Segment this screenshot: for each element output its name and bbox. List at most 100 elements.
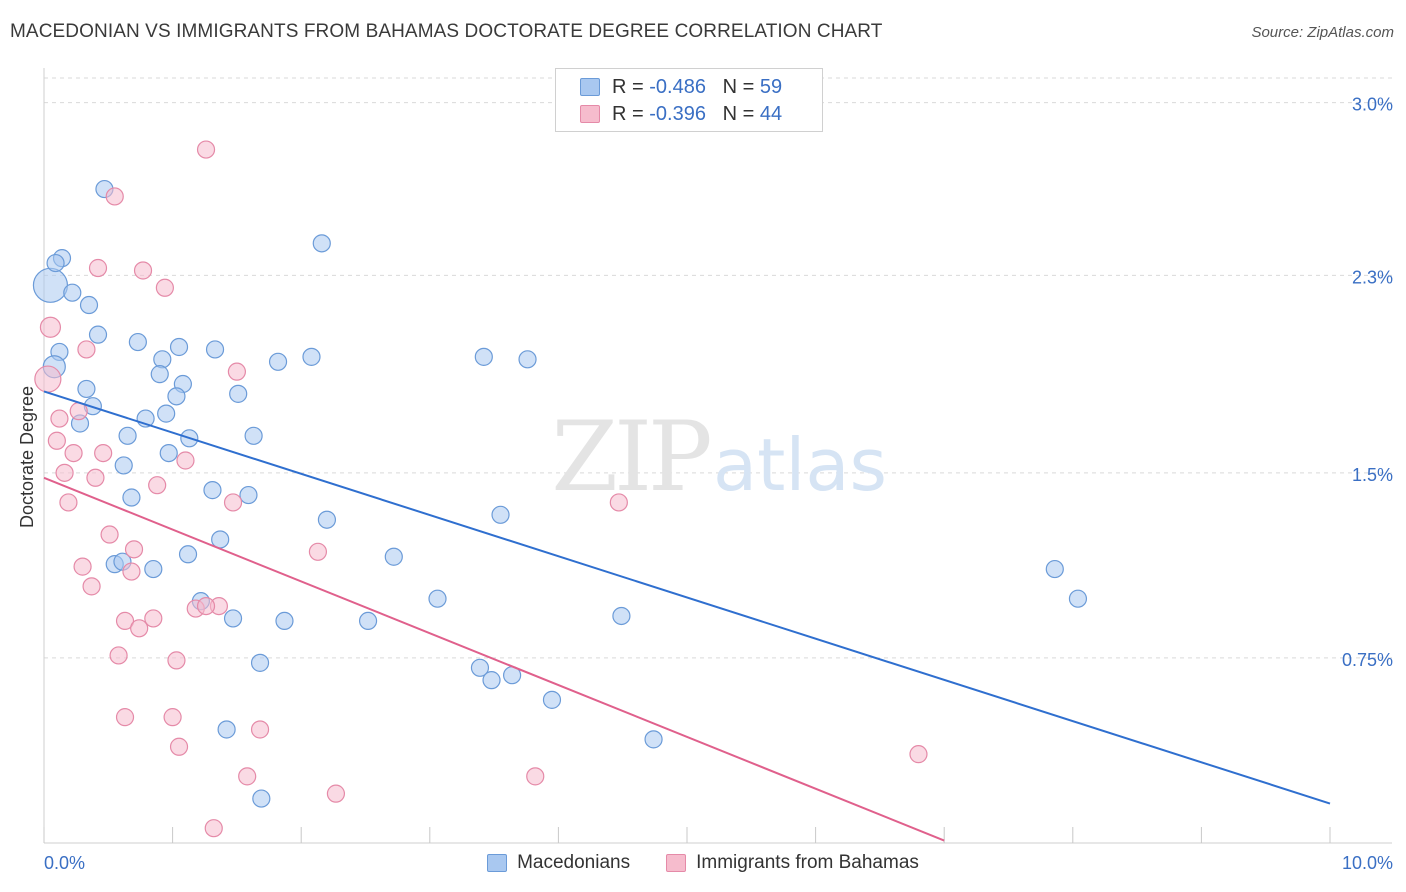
macedonian-point	[482, 671, 501, 690]
bahamas-point	[196, 140, 216, 159]
macedonian-point	[217, 720, 236, 739]
bahamas-point	[73, 557, 92, 576]
macedonian-point	[644, 730, 663, 749]
bahamas-trendline	[43, 476, 945, 842]
macedonian-point	[384, 547, 403, 566]
macedonian-point	[169, 337, 189, 357]
bahamas-point	[223, 493, 243, 512]
bahamas-point	[169, 737, 189, 756]
bahamas-point	[50, 409, 69, 428]
chart-title: MACEDONIAN VS IMMIGRANTS FROM BAHAMAS DO…	[10, 21, 883, 42]
bahamas-point	[227, 362, 246, 381]
bahamas-point	[55, 463, 74, 482]
macedonian-point	[88, 325, 108, 344]
macedonian-point	[223, 609, 243, 628]
y-axis-label: Doctorate Degree	[17, 386, 37, 528]
source-label: Source: ZipAtlas.com	[1251, 24, 1394, 41]
bahamas-point	[100, 525, 119, 544]
bahamas-point	[64, 443, 83, 463]
bahamas-point	[609, 493, 628, 512]
legend-item-bahamas[interactable]: Immigrants from Bahamas	[666, 852, 919, 874]
legend-r-value: -0.396	[649, 102, 706, 125]
macedonian-point	[203, 481, 222, 500]
macedonian-point	[229, 384, 248, 403]
grid-layer	[44, 77, 1392, 659]
macedonian-point	[77, 379, 96, 399]
macedonian-point	[491, 505, 510, 524]
legend-swatch-pink	[580, 105, 600, 123]
macedonian-point	[1045, 559, 1064, 579]
bahamas-point	[308, 542, 328, 561]
trend-layer	[43, 390, 1331, 842]
macedonian-point	[244, 426, 263, 445]
y-tick-label: 1.5%	[1352, 465, 1393, 485]
macedonian-point	[275, 611, 294, 631]
bahamas-point	[196, 596, 216, 616]
bahamas-point	[109, 646, 128, 665]
legend-item-macedonians[interactable]: Macedonians	[487, 852, 630, 874]
macedonian-point	[159, 443, 178, 463]
x-tick-label: 0.0%	[44, 853, 85, 873]
macedonian-point	[178, 545, 198, 564]
bahamas-point	[77, 340, 96, 359]
macedonian-point	[474, 347, 493, 366]
y-tick-label: 3.0%	[1352, 95, 1393, 115]
macedonian-point	[150, 365, 169, 384]
bahamas-point	[909, 745, 928, 764]
legend-n-label: N =	[722, 102, 755, 125]
legend-n-label: N =	[722, 75, 755, 98]
axis-layer: 0.75% 1.5% 2.3% 3.0% 0.0% 10.0%	[43, 68, 1393, 873]
macedonian-point	[312, 234, 331, 253]
bahamas-point	[34, 365, 62, 393]
macedonian-point	[122, 488, 141, 507]
bahamas-point	[105, 187, 124, 206]
y-tick-label: 2.3%	[1352, 267, 1393, 287]
x-tick-label: 10.0%	[1342, 853, 1393, 873]
bahamas-point	[94, 443, 113, 463]
bahamas-point	[144, 609, 163, 628]
macedonian-point	[1068, 589, 1088, 608]
bahamas-point	[526, 767, 545, 786]
legend-n-value: 44	[759, 102, 783, 125]
bahamas-point	[133, 261, 153, 280]
bahamas-point	[130, 619, 149, 638]
watermark: ZIP atlas	[551, 401, 887, 513]
watermark-zip: ZIP	[551, 401, 710, 513]
legend-row-bahamas: R = -0.396 N = 44	[580, 102, 782, 126]
macedonian-point	[144, 559, 163, 579]
macedonian-point	[46, 253, 65, 273]
bahamas-point	[155, 278, 174, 297]
macedonian-point	[358, 611, 378, 631]
macedonian-point	[428, 589, 447, 608]
legend-swatch-blue	[580, 78, 600, 96]
macedonian-point	[118, 426, 137, 445]
macedonian-point	[128, 332, 147, 352]
legend-label-macedonians: Macedonians	[517, 852, 631, 873]
bahamas-point	[124, 540, 144, 559]
legend-r-value: -0.486	[649, 75, 706, 98]
macedonian-point	[542, 690, 562, 709]
legend-swatch-blue	[487, 854, 508, 872]
bahamas-point	[82, 577, 101, 596]
bahamas-point	[59, 493, 78, 512]
macedonian-trendline	[43, 390, 1331, 805]
stats-legend: R = -0.486 N = 59 R = -0.396 N = 44	[555, 68, 823, 132]
legend-n-value: 59	[759, 75, 783, 98]
macedonian-point	[167, 387, 186, 406]
macedonian-point	[250, 653, 270, 672]
macedonian-point	[153, 350, 172, 369]
macedonian-point	[470, 658, 490, 677]
legend-swatch-pink	[666, 854, 687, 872]
bahamas-point	[167, 651, 186, 670]
bahamas-point	[148, 476, 167, 495]
bahamas-point	[176, 451, 195, 470]
bahamas-point	[86, 468, 105, 487]
bahamas-point	[250, 720, 270, 739]
bahamas-point	[326, 784, 346, 803]
bahamas-point	[122, 562, 141, 581]
bahamas-point	[115, 611, 135, 631]
legend-row-macedonians: R = -0.486 N = 59	[580, 75, 782, 99]
macedonian-point	[268, 352, 288, 371]
macedonian-point	[205, 340, 225, 359]
